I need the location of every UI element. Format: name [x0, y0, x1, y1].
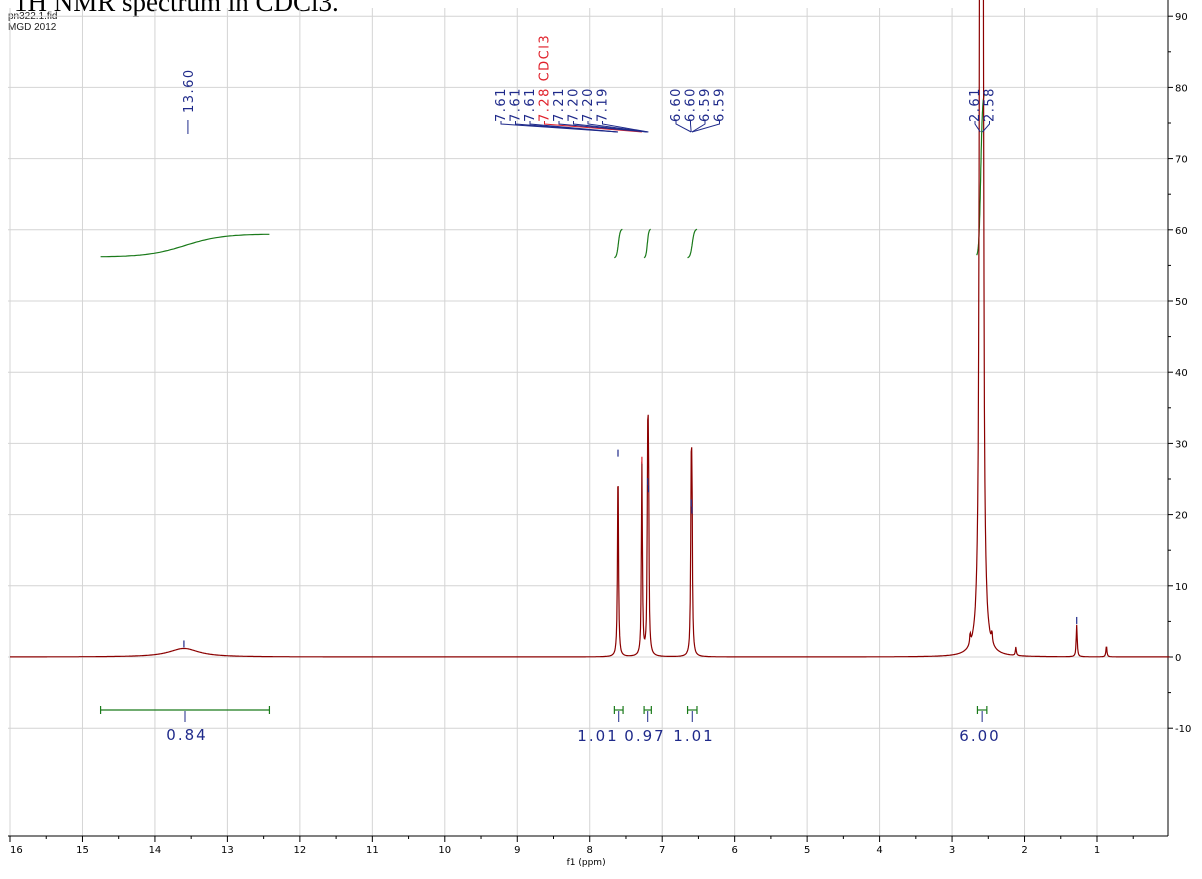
x-tick-label: 12	[293, 845, 306, 856]
peak-label-connector	[573, 121, 648, 133]
x-tick-label: 6	[731, 845, 737, 856]
integral-curve	[613, 228, 623, 259]
x-tick-label: 3	[949, 845, 955, 856]
y-tick-label: -10	[1175, 724, 1191, 735]
integral-curve	[687, 228, 698, 259]
x-tick-label: 4	[876, 845, 882, 856]
x-tick-label: 16	[10, 845, 23, 856]
integral-value-label: 1.01	[577, 727, 618, 745]
y-tick-label: 0	[1175, 653, 1181, 664]
y-tick-label: 90	[1175, 12, 1188, 23]
peak-label: 6.59	[698, 87, 713, 122]
peak-label: 6.60	[669, 87, 684, 122]
peak-label: 6.60	[684, 87, 699, 122]
peak-label-connector	[690, 121, 692, 133]
x-tick-label: 8	[587, 845, 593, 856]
peak-label: 7.61	[523, 87, 538, 122]
peak-label-connector	[602, 121, 649, 133]
peak-label: 7.61	[509, 87, 524, 122]
y-tick-label: 30	[1175, 439, 1188, 450]
axes: 1615141312111098765432120019018017016015…	[8, 0, 1191, 856]
y-tick-label: 40	[1175, 368, 1188, 379]
peak-label: 6.59	[713, 87, 728, 122]
x-tick-label: 15	[76, 845, 89, 856]
y-tick-label: 10	[1175, 582, 1188, 593]
peak-label-connector	[544, 121, 642, 133]
x-tick-label: 14	[149, 845, 162, 856]
integral-value-label: 0.84	[166, 726, 207, 744]
x-tick-label: 9	[514, 845, 520, 856]
spectrum-trace	[10, 0, 1170, 658]
peak-label-connector	[982, 121, 990, 133]
peak-label-connector	[691, 121, 720, 133]
integral-value-label: 1.01	[673, 727, 714, 745]
peak-label: 2.58	[983, 87, 998, 122]
x-tick-label: 1	[1094, 845, 1100, 856]
x-tick-label: 2	[1021, 845, 1027, 856]
integral-value-label: 0.97	[624, 727, 665, 745]
peak-label-connector	[529, 121, 619, 133]
y-tick-label: 70	[1175, 155, 1188, 166]
solvent-peak-label: 7.28 CDCl3	[538, 34, 553, 122]
peak-label: 7.19	[596, 87, 611, 122]
page-title: 1H NMR spectrum in CDCl3.	[14, 0, 339, 17]
peak-label-connector	[691, 121, 706, 133]
peak-label: 7.20	[567, 87, 582, 122]
x-tick-label: 7	[659, 845, 665, 856]
integral-curve	[100, 233, 270, 258]
peak-label: 7.61	[494, 87, 509, 122]
y-tick-label: 20	[1175, 511, 1188, 522]
x-tick-label: 13	[221, 845, 234, 856]
subtitle: MGD 2012	[8, 22, 57, 33]
peak-label: 2.61	[968, 87, 983, 122]
peak-label: 7.21	[552, 87, 567, 122]
integral-curve	[643, 228, 652, 259]
integral-value-label: 6.00	[959, 727, 1000, 745]
peak-labels: 13.60 7.61 7.61 7.61 7.28 CDCl3 7.21 7.20 7.20 7…	[182, 34, 998, 134]
spectrum	[10, 0, 1170, 658]
peak-label-connector	[587, 121, 648, 133]
peak-label-connector	[675, 121, 692, 133]
x-tick-label: 10	[438, 845, 451, 856]
peak-label: 7.20	[581, 87, 596, 122]
y-tick-label: 50	[1175, 297, 1188, 308]
y-tick-label: 80	[1175, 83, 1188, 94]
peak-label-connector	[558, 121, 648, 133]
x-tick-label: 5	[804, 845, 810, 856]
x-tick-label: 11	[366, 845, 379, 856]
peak-label: 13.60	[182, 68, 197, 113]
y-tick-label: 60	[1175, 226, 1188, 237]
x-axis-label: f1 (ppm)	[567, 858, 606, 868]
grid	[8, 8, 1168, 836]
integral-brackets: 0.84 1.01 0.97 1.01 6.00	[99, 706, 1000, 745]
peak-label-connector	[974, 121, 981, 133]
